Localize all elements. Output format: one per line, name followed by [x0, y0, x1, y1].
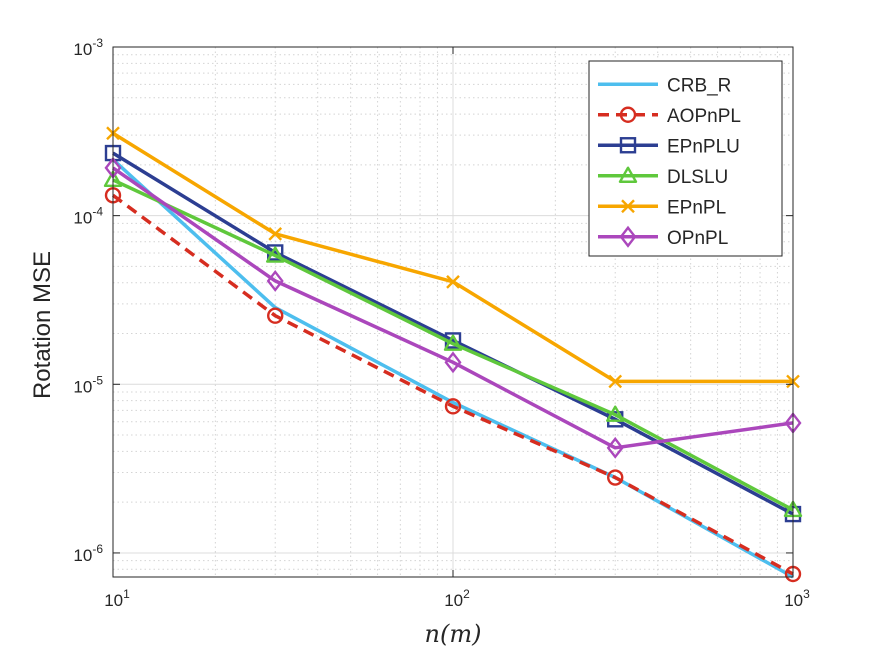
data-point-opnpl-shape — [444, 351, 462, 374]
data-point-opnpl-shape — [266, 269, 284, 292]
y-tick-label-base: 10 — [73, 377, 92, 396]
x-tick-label-base: 10 — [784, 591, 803, 610]
y-tick-label-base: 10 — [73, 40, 92, 59]
legend-item-aopnpl: AOPnPL — [598, 106, 741, 127]
data-point-epnpl-stroke-b — [268, 226, 283, 241]
data-point-opnpl-shape — [606, 436, 624, 459]
series-crb-r — [111, 158, 794, 579]
y-tick-label-base: 10 — [73, 209, 92, 228]
data-point-dlslu-shape — [606, 405, 625, 422]
y-tick-label-exp: -6 — [92, 542, 103, 556]
series-line-opnpl — [111, 166, 794, 450]
series-line-aopnpl — [111, 193, 794, 576]
x-tick-label-exp: 3 — [803, 587, 810, 601]
data-point-aopnpl — [607, 469, 624, 486]
y-tick-label-exp: -4 — [92, 205, 103, 219]
legend-swatch-marker-shape — [618, 166, 638, 183]
legend-swatch-marker-shape — [619, 137, 637, 154]
data-point-dlslu — [266, 246, 285, 263]
x-tick-label: 102 — [444, 587, 470, 610]
legend-swatch-marker — [619, 225, 637, 248]
y-tick-label: 10-6 — [73, 542, 103, 565]
data-point-epnpl — [446, 274, 460, 289]
data-point-aopnpl — [444, 398, 462, 415]
legend-swatch-marker-shape — [619, 225, 637, 248]
legend-item-epnpl: EPnPL — [598, 197, 726, 218]
legend-item-epnplu: EPnPLU — [598, 136, 740, 157]
data-point-aopnpl — [267, 307, 284, 324]
x-axis-label: n(m) — [425, 620, 482, 648]
series-layer — [103, 126, 803, 583]
data-point-epnpl — [608, 374, 623, 389]
x-tick-label-base: 10 — [444, 591, 463, 610]
data-point-dlslu-shape — [443, 334, 463, 351]
legend-swatch-marker-stroke-b — [621, 199, 635, 214]
legend-label: OPnPL — [667, 228, 728, 249]
x-axis-label-unit: (m) — [440, 620, 481, 648]
data-point-epnpl — [268, 226, 283, 241]
y-tick-label-exp: -5 — [92, 373, 103, 387]
x-tick-label: 103 — [784, 587, 810, 610]
series-line-dlslu — [112, 178, 794, 512]
legend-item-opnpl: OPnPL — [598, 225, 728, 249]
data-point-opnpl — [606, 436, 624, 459]
y-tick-label: 10-4 — [73, 205, 103, 228]
x-axis-label-var: n — [425, 620, 440, 648]
data-point-aopnpl-shape — [607, 469, 624, 486]
x-tick-label: 101 — [104, 587, 130, 610]
legend-swatch-marker — [619, 137, 637, 154]
y-axis-label: Rotation MSE — [29, 251, 56, 399]
data-point-epnpl-stroke-b — [608, 374, 623, 389]
data-point-aopnpl-shape — [444, 398, 462, 415]
data-point-aopnpl-shape — [267, 307, 284, 324]
x-tick-label-base: 10 — [104, 591, 123, 610]
data-point-opnpl — [266, 269, 284, 292]
x-tick-label-exp: 2 — [463, 587, 470, 601]
series-line-epnplu — [112, 151, 794, 516]
series-opnpl — [104, 156, 802, 459]
y-tick-label-exp: -3 — [92, 36, 103, 50]
legend-label: CRB_R — [667, 75, 731, 96]
legend-label: EPnPLU — [667, 136, 740, 157]
y-tick-label: 10-5 — [73, 373, 103, 396]
legend-label: AOPnPL — [667, 106, 741, 127]
y-tick-label-base: 10 — [73, 546, 92, 565]
y-tick-label: 10-3 — [73, 36, 103, 59]
legend-label: EPnPL — [667, 197, 726, 218]
data-point-opnpl — [444, 351, 462, 374]
legend-label: DLSLU — [667, 167, 728, 188]
data-point-dlslu — [606, 405, 625, 422]
series-line-crb-r — [111, 158, 794, 579]
legend-swatch-marker-shape — [619, 106, 637, 123]
data-point-dlslu — [443, 334, 463, 351]
legend-swatch-marker — [618, 166, 638, 183]
data-point-epnpl-stroke-b — [446, 274, 460, 289]
data-point-dlslu-shape — [266, 246, 285, 263]
legend-item-crb-r: CRB_R — [598, 75, 731, 96]
legend-swatch-marker — [619, 106, 637, 123]
x-tick-label-exp: 1 — [123, 587, 130, 601]
legend-swatch-marker — [621, 199, 635, 214]
legend-box — [588, 60, 783, 257]
legend: CRB_R AOPnPL EPnPLU DLSLU EPnPL OPnPL — [588, 60, 783, 257]
legend-item-dlslu: DLSLU — [598, 166, 728, 188]
